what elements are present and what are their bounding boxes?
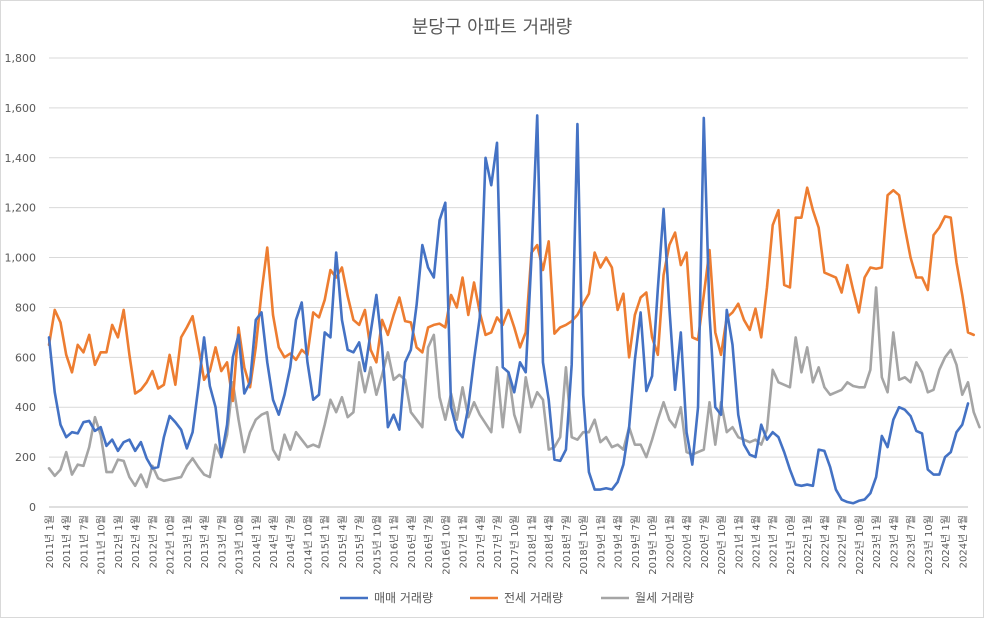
- x-tick-label: 2015년 10월: [371, 515, 383, 575]
- x-tick-label: 2022년 10월: [854, 515, 866, 575]
- x-tick-label: 2022년 4월: [819, 515, 831, 568]
- x-tick-label: 2017년 4월: [475, 515, 487, 568]
- x-tick-label: 2011년 4월: [61, 515, 73, 568]
- y-tick-label: 600: [15, 351, 36, 364]
- x-tick-label: 2023년 1월: [871, 515, 883, 568]
- x-tick-label: 2021년 10월: [785, 515, 797, 575]
- x-tick-label: 2019년 1월: [595, 515, 607, 568]
- y-tick-label: 1,800: [5, 52, 37, 65]
- x-tick-label: 2019년 7월: [630, 515, 642, 568]
- x-tick-label: 2014년 7월: [285, 515, 297, 568]
- x-tick-label: 2016년 10월: [440, 515, 452, 575]
- x-tick-label: 2021년 7월: [768, 515, 780, 568]
- x-tick-label: 2020년 1월: [664, 515, 676, 568]
- x-tick-label: 2011년 7월: [78, 515, 90, 568]
- series-line-2: [47, 186, 976, 403]
- x-tick-label: 2012년 1월: [113, 515, 125, 568]
- x-tick-label: 2011년 10월: [96, 515, 108, 575]
- gridlines: [49, 57, 968, 508]
- y-tick-label: 400: [15, 401, 36, 414]
- x-tick-label: 2022년 1월: [802, 515, 814, 568]
- legend-label: 전세 거래량: [504, 591, 563, 605]
- y-tick-label: 0: [29, 501, 36, 514]
- x-tick-label: 2022년 7월: [837, 515, 849, 568]
- x-tick-label: 2016년 4월: [406, 515, 418, 568]
- y-tick-label: 200: [15, 451, 36, 464]
- y-tick-label: 1,400: [5, 152, 37, 165]
- x-tick-label: 2011년 1월: [44, 515, 56, 568]
- x-tick-label: 2012년 7월: [147, 515, 159, 568]
- x-tick-label: 2023년 7월: [906, 515, 918, 568]
- x-tick-label: 2015년 1월: [320, 515, 332, 568]
- x-tick-label: 2014년 1월: [251, 515, 263, 568]
- x-axis-ticks: 2011년 1월 2011년 4월 2011년 7월 2011년 10월 2012년 1…: [44, 515, 969, 575]
- x-tick-label: 2016년 1월: [389, 515, 401, 568]
- x-tick-label: 2024년 4월: [957, 515, 969, 568]
- chart-title: 분당구 아파트 거래량: [412, 17, 572, 38]
- x-tick-label: 2013년 4월: [199, 515, 211, 568]
- x-tick-label: 2012년 4월: [130, 515, 142, 568]
- y-tick-label: 1,200: [5, 202, 37, 215]
- x-tick-label: 2017년 1월: [458, 515, 470, 568]
- x-tick-label: 2013년 1월: [182, 515, 194, 568]
- x-tick-label: 2019년 4월: [613, 515, 625, 568]
- legend-label: 월세 거래량: [635, 591, 694, 605]
- x-tick-label: 2016년 7월: [423, 515, 435, 568]
- x-tick-label: 2014년 4월: [268, 515, 280, 568]
- x-tick-label: 2018년 10월: [578, 515, 590, 575]
- y-tick-label: 1,000: [5, 252, 37, 265]
- x-tick-label: 2012년 10월: [165, 515, 177, 575]
- x-tick-label: 2020년 7월: [699, 515, 711, 568]
- x-tick-label: 2015년 4월: [337, 515, 349, 568]
- x-tick-label: 2021년 1월: [733, 515, 745, 568]
- x-tick-label: 2018년 1월: [526, 515, 538, 568]
- x-tick-label: 2013년 7월: [216, 515, 228, 568]
- x-tick-label: 2014년 10월: [302, 515, 314, 575]
- y-tick-label: 800: [15, 301, 36, 314]
- x-tick-label: 2023년 10월: [923, 515, 935, 575]
- series-lines: [47, 114, 981, 505]
- x-tick-label: 2017년 10월: [509, 515, 521, 575]
- legend: 매매 거래량 전세 거래량 월세 거래량: [340, 591, 694, 605]
- x-tick-label: 2013년 10월: [234, 515, 246, 575]
- legend-label: 매매 거래량: [374, 591, 433, 605]
- x-tick-label: 2023년 4월: [888, 515, 900, 568]
- x-tick-label: 2020년 4월: [682, 515, 694, 568]
- y-tick-label: 1,600: [5, 102, 37, 115]
- x-tick-label: 2019년 10월: [647, 515, 659, 575]
- x-tick-label: 2020년 10월: [716, 515, 728, 575]
- series-line-1: [47, 114, 970, 505]
- x-tick-label: 2024년 1월: [940, 515, 952, 568]
- x-tick-label: 2021년 4월: [750, 515, 762, 568]
- x-tick-label: 2018년 7월: [561, 515, 573, 568]
- x-tick-label: 2018년 4월: [544, 515, 556, 568]
- x-tick-label: 2017년 7월: [492, 515, 504, 568]
- x-tick-label: 2015년 7월: [354, 515, 366, 568]
- series-line-3: [47, 286, 981, 489]
- y-axis-ticks: 0 200 400 600 800 1,000 1,200 1,400 1,600 1,800: [5, 52, 37, 514]
